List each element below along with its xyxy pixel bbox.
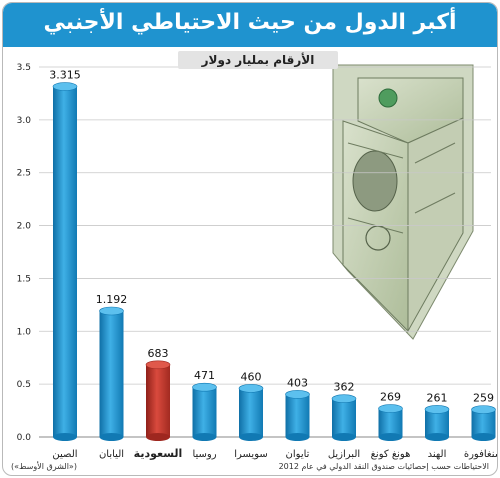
value-label: 1.192 [96,293,128,306]
bars [52,82,496,441]
y-axis-ticks: 0.0 0.5 1.0 1.5 2.0 2.5 3.0 3.5 [17,63,32,443]
bar [99,306,124,441]
value-label: 460 [241,370,262,383]
category-label: الصين [52,449,77,460]
credit: («الشرق الأوسط») [11,462,77,471]
y-tick-label: 1.5 [17,274,31,284]
category-label: اليابان [99,449,124,460]
y-tick-label: 0.5 [17,380,31,390]
value-label: 259 [473,392,494,405]
y-tick-label: 3.0 [17,116,32,126]
category-labels: الصين اليابان السعودية روسيا سويسرا تايوان الب… [52,447,497,460]
y-tick-label: 2.5 [17,169,31,179]
bar [52,82,78,441]
value-labels: 3.315 1.192 683 471 460 403 362 269 261 259 [49,69,494,405]
bar [471,405,496,441]
value-label: 683 [148,347,169,360]
value-label: 269 [380,391,401,404]
chart-title: أكبر الدول من حيث الاحتياطي الأجنبي [43,10,457,35]
category-label: سنغافورة [464,449,497,460]
category-label: البرازيل [328,449,360,460]
value-label: 362 [334,381,355,394]
dollar-bill-illustration [332,64,474,340]
category-label: تايوان [286,449,310,460]
bar-chart: 0.0 0.5 1.0 1.5 2.0 2.5 3.0 3.5 3.315 1.192 683 47… [17,63,497,460]
value-label: 471 [194,369,215,382]
value-label: 3.315 [49,69,81,82]
y-tick-label: 2.0 [17,222,32,232]
value-label: 403 [287,376,308,389]
title-bar: أكبر الدول من حيث الاحتياطي الأجنبي [3,3,497,47]
value-label: 261 [427,391,448,404]
category-label: الهند [428,449,447,460]
bar [145,360,171,441]
y-tick-label: 0.0 [17,433,32,443]
category-label: سويسرا [234,449,268,460]
source-note: الاحتياطات حسب إحصائيات صندوق النقد الدو… [278,462,489,471]
category-label: السعودية [134,447,183,460]
category-label: هونغ كونغ [371,449,411,460]
unit-label: الأرقام بمليار دولار [178,51,338,69]
y-tick-label: 3.5 [17,63,31,73]
bar [378,404,403,441]
bar [285,390,310,441]
category-label: روسيا [192,449,216,460]
bar [424,405,450,441]
bar [331,394,357,441]
bar [192,382,217,441]
y-tick-label: 1.0 [17,327,32,337]
bar [238,384,264,441]
